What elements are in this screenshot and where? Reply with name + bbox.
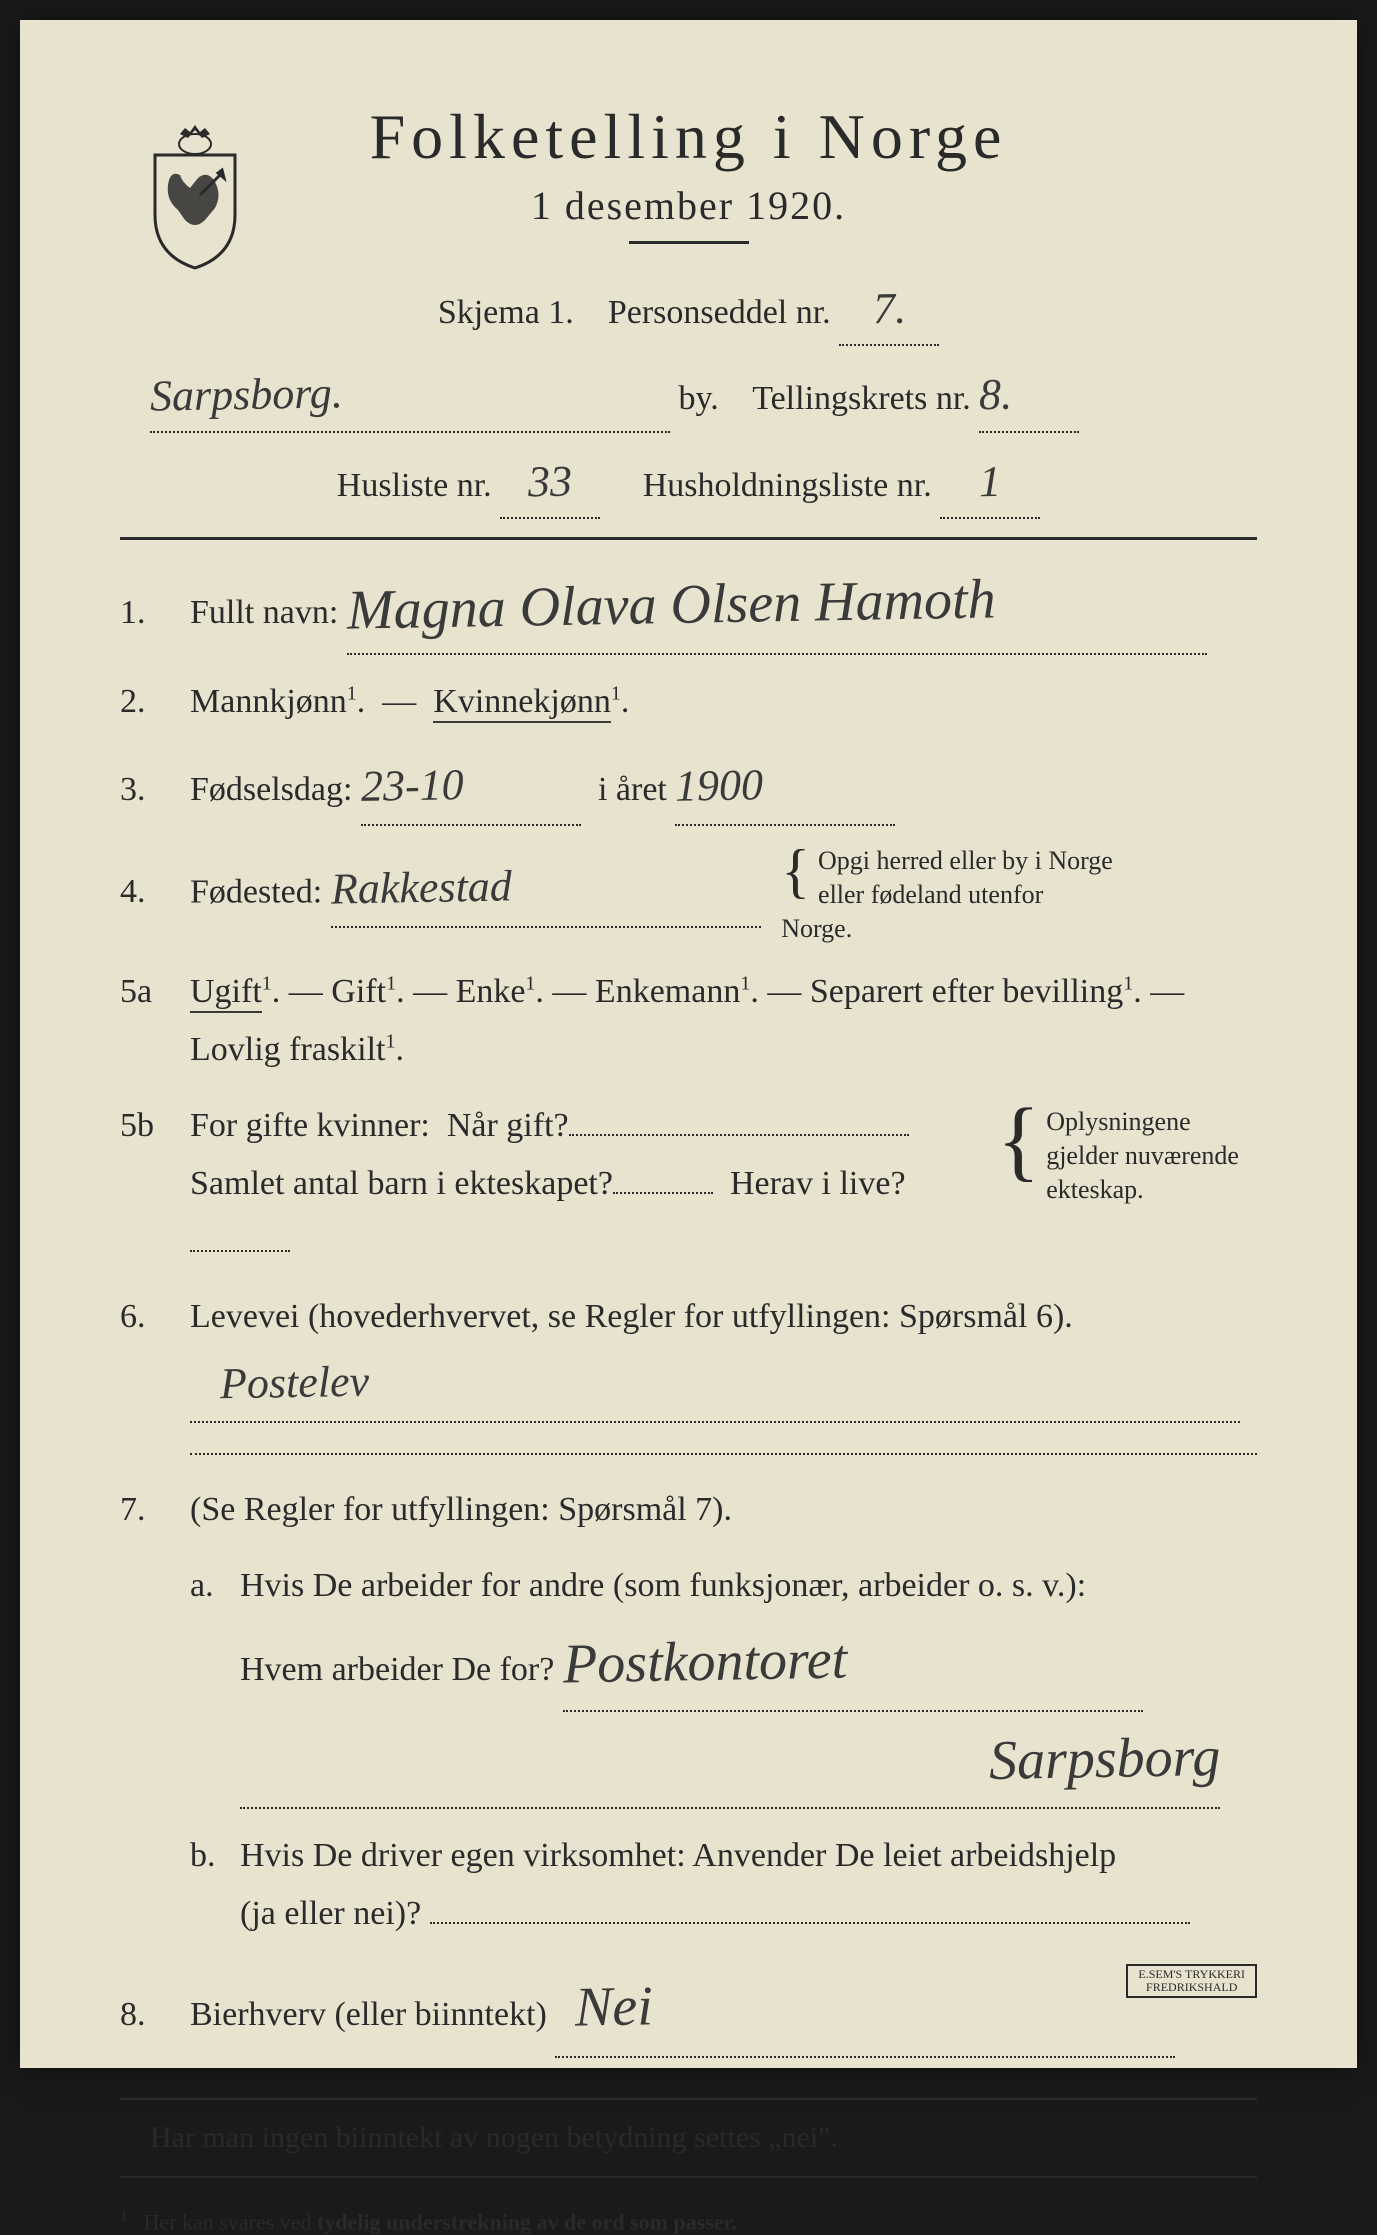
- meta-line-1: Skjema 1. Personseddel nr. 7.: [120, 274, 1257, 346]
- husliste-nr: 33: [528, 446, 573, 517]
- printer-stamp: E.SEM'S TRYKKERI FREDRIKSHALD: [1126, 1964, 1257, 1998]
- footnote-num: 1: [120, 2208, 128, 2225]
- husliste-label: Husliste nr.: [337, 467, 492, 504]
- q5a-enke: Enke: [456, 973, 526, 1010]
- q7a-value2: Sarpsborg: [988, 1710, 1221, 1809]
- q1-num: 1.: [120, 584, 190, 642]
- q6-label: Levevei (hovederhvervet, se Regler for u…: [190, 1298, 1073, 1335]
- q3-row: 3. Fødselsdag: 23-10 i året 1900: [120, 749, 1257, 826]
- q2-row: 2. Mannkjønn1. — Kvinnekjønn1.: [120, 673, 1257, 731]
- section-divider: [120, 537, 1257, 540]
- bottom-divider: [120, 2098, 1257, 2100]
- q6-num: 6.: [120, 1288, 190, 1346]
- q5a-num: 5a: [120, 963, 190, 1021]
- footnote-text-a: Her kan svares ved: [144, 2209, 318, 2234]
- q7b-row: b. Hvis De driver egen virksomhet: Anven…: [120, 1827, 1257, 1943]
- divider: [629, 241, 749, 244]
- coat-of-arms-icon: [140, 120, 250, 270]
- q1-label: Fullt navn:: [190, 594, 338, 631]
- page-title: Folketelling i Norge: [120, 100, 1257, 174]
- q4-row: 4. Fødested: Rakkestad Opgi herred eller…: [120, 844, 1257, 945]
- skjema-label: Skjema 1.: [438, 294, 574, 331]
- footnote-divider: [120, 2176, 1257, 2178]
- tellingskrets-nr: 8.: [979, 360, 1013, 431]
- q8-value: Nei: [575, 1960, 654, 2057]
- q4-num: 4.: [120, 863, 190, 921]
- footnote-text-b: tydelig understrekning av de ord som pas…: [317, 2209, 737, 2234]
- q7a-row: a. Hvis De arbeider for andre (som funks…: [120, 1557, 1257, 1809]
- q2-num: 2.: [120, 673, 190, 731]
- q2-kvinne: Kvinnekjønn: [433, 683, 611, 723]
- q5a-fraskilt: Lovlig fraskilt: [190, 1031, 385, 1068]
- q3-label: Fødselsdag:: [190, 771, 352, 808]
- husholdningsliste-nr: 1: [979, 447, 1002, 518]
- q1-row: 1. Fullt navn: Magna Olava Olsen Hamoth: [120, 558, 1257, 655]
- q8-label: Bierhverv (eller biinntekt): [190, 1996, 547, 2033]
- meta-line-3: Husliste nr. 33 Husholdningsliste nr. 1: [120, 447, 1257, 519]
- q7-label: (Se Regler for utfyllingen: Spørsmål 7).: [190, 1491, 732, 1528]
- q7-row: 7. (Se Regler for utfyllingen: Spørsmål …: [120, 1481, 1257, 1539]
- q5b-num: 5b: [120, 1097, 190, 1155]
- q7a-line2: Hvem arbeider De for?: [240, 1651, 554, 1688]
- q7b-line2: (ja eller nei)?: [240, 1895, 421, 1932]
- q7a-letter: a.: [190, 1557, 240, 1615]
- personseddel-nr: 7.: [872, 274, 906, 345]
- q6-row: 6. Levevei (hovederhvervet, se Regler fo…: [120, 1288, 1257, 1423]
- q5a-separert: Separert efter bevilling: [810, 973, 1123, 1010]
- q5b-row: 5b For gifte kvinner: Når gift? Samlet a…: [120, 1097, 1257, 1270]
- q7b-line1: Hvis De driver egen virksomhet: Anvender…: [240, 1837, 1116, 1874]
- q5a-ugift: Ugift: [190, 973, 262, 1013]
- footnote: 1 Her kan svares ved tydelig understrekn…: [120, 2208, 1257, 2235]
- q5b-live: Herav i live?: [730, 1165, 906, 1202]
- q4-value: Rakkestad: [330, 850, 512, 928]
- q7-num: 7.: [120, 1481, 190, 1539]
- q3-year-label: i året: [598, 771, 667, 808]
- by-value: Sarpsborg.: [149, 359, 343, 433]
- q7b-letter: b.: [190, 1827, 240, 1885]
- tellingskrets-label: Tellingskrets nr.: [752, 380, 971, 417]
- bottom-note: Har man ingen biinntekt av nogen betydni…: [150, 2114, 1257, 2162]
- header: Folketelling i Norge 1 desember 1920.: [120, 100, 1257, 244]
- q6-value: Postelev: [219, 1345, 369, 1422]
- q7a-line1: Hvis De arbeider for andre (som funksjon…: [240, 1567, 1086, 1604]
- q8-row: 8. Bierhverv (eller biinntekt) Nei: [120, 1960, 1257, 2057]
- q5b-nargift: Når gift?: [447, 1107, 569, 1144]
- q4-label: Fødested:: [190, 873, 322, 910]
- q6-blank-line: [190, 1453, 1257, 1455]
- census-form-page: Folketelling i Norge 1 desember 1920. Sk…: [20, 20, 1357, 2068]
- q2-mann: Mannkjønn: [190, 683, 347, 720]
- q3-year: 1900: [675, 748, 764, 824]
- q3-num: 3.: [120, 761, 190, 819]
- q5a-gift: Gift: [331, 973, 386, 1010]
- q3-day: 23-10: [360, 748, 464, 825]
- q8-num: 8.: [120, 1986, 190, 2044]
- husholdningsliste-label: Husholdningsliste nr.: [643, 467, 932, 504]
- q1-value: Magna Olava Olsen Hamoth: [346, 553, 996, 659]
- q5b-note: Oplysningene gjelder nuværende ekteskap.: [997, 1105, 1257, 1206]
- page-subtitle: 1 desember 1920.: [120, 182, 1257, 229]
- q5a-row: 5a Ugift1. — Gift1. — Enke1. — Enkemann1…: [120, 963, 1257, 1079]
- q4-note: Opgi herred eller by i Norge eller fødel…: [781, 844, 1113, 945]
- q7a-value1: Postkontoret: [562, 1612, 848, 1712]
- meta-line-2: Sarpsborg. by. Tellingskrets nr. 8.: [120, 360, 1257, 432]
- by-label: by.: [679, 380, 719, 417]
- q5b-label: For gifte kvinner:: [190, 1107, 430, 1144]
- personseddel-label: Personseddel nr.: [608, 294, 831, 331]
- q5b-barn: Samlet antal barn i ekteskapet?: [190, 1165, 613, 1202]
- q5a-enkemann: Enkemann: [595, 973, 740, 1010]
